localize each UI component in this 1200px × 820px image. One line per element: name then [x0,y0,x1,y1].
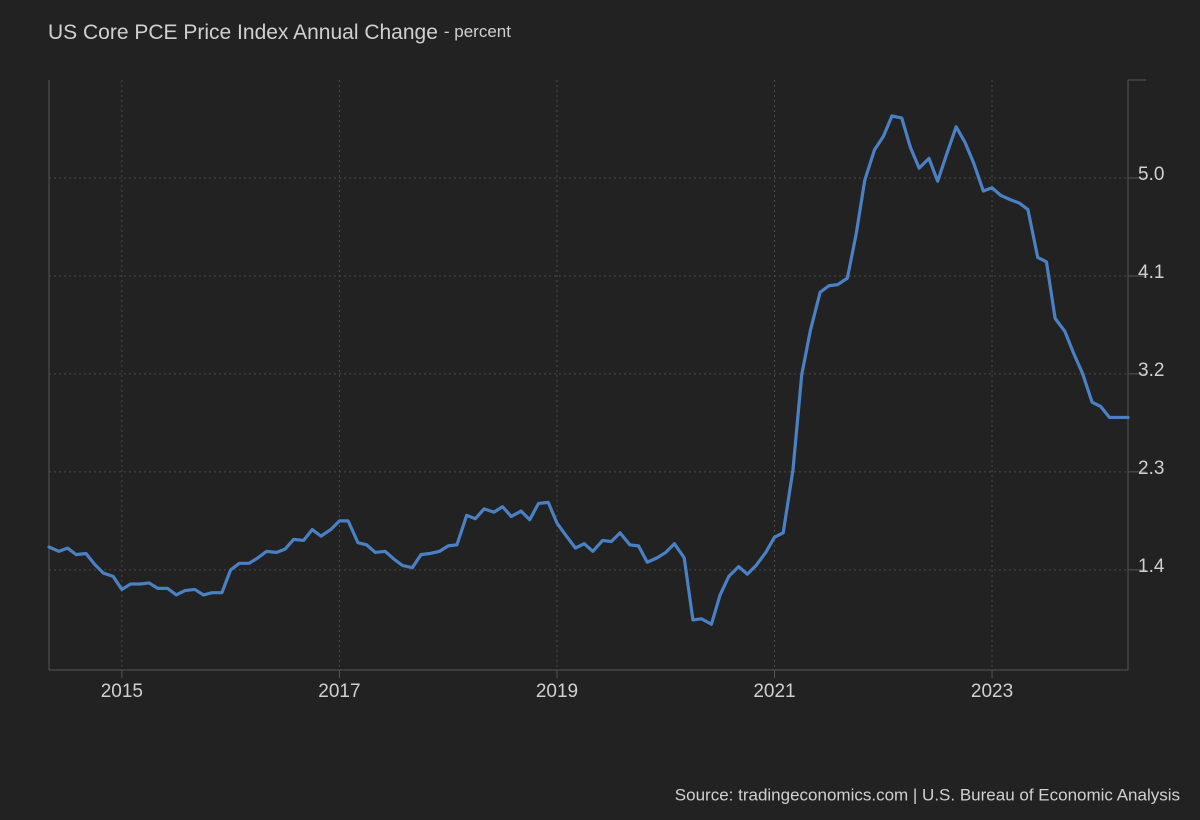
x-tick-label: 2015 [101,681,143,702]
x-tick-label: 2023 [971,681,1013,702]
x-tick-label: 2019 [536,681,578,702]
subtitle: - percent [444,22,511,41]
x-tick-label: 2017 [318,681,360,702]
y-tick-label: 2.3 [1138,458,1164,479]
y-tick-label: 1.4 [1138,556,1165,577]
y-tick-label: 4.1 [1138,262,1164,283]
chart-title: US Core PCE Price Index Annual Change - p… [48,21,511,44]
x-tick-label: 2021 [753,681,795,702]
data-line [47,114,1130,626]
source: Source: tradingeconomics.com | U.S. Bure… [675,785,1180,804]
title: US Core PCE Price Index Annual Change [48,21,438,44]
y-tick-label: 5.0 [1138,164,1164,185]
y-tick-label: 3.2 [1138,360,1164,381]
